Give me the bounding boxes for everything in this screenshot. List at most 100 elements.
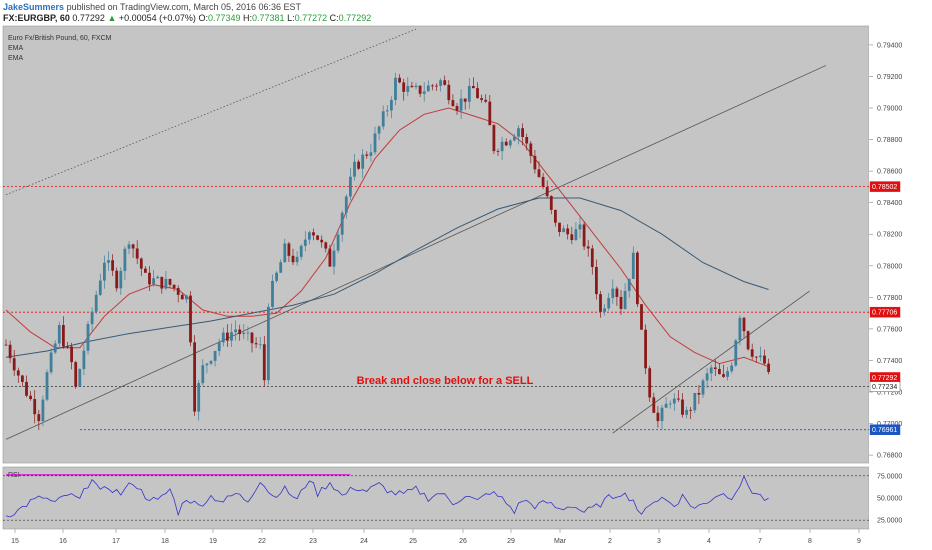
candle-body: [435, 85, 438, 87]
candle-body: [57, 325, 61, 344]
candle-body: [525, 136, 529, 144]
candle-body: [189, 295, 192, 343]
candle-body: [426, 85, 430, 92]
candle-body: [271, 280, 274, 307]
candle-body: [164, 278, 168, 289]
time-tick-label: 22: [258, 538, 266, 545]
candle-body: [422, 91, 426, 94]
candle-body: [197, 383, 201, 412]
candle-body: [467, 86, 471, 102]
candle-body: [4, 344, 8, 346]
candle-body: [537, 169, 541, 177]
candle-body: [70, 346, 73, 363]
candle-body: [226, 332, 229, 341]
candle-body: [160, 276, 164, 289]
candle-body: [328, 248, 332, 267]
price-tick-label: 0.76800: [877, 453, 902, 460]
candle-body: [381, 111, 385, 127]
sell-annotation[interactable]: Break and close below for a SELL: [357, 375, 534, 387]
time-tick-label: Mar: [554, 538, 567, 545]
candle-body: [677, 398, 680, 400]
time-tick-label: 17: [112, 538, 120, 545]
candle-body: [62, 325, 65, 347]
candle-body: [316, 235, 319, 240]
price-tick-label: 0.78600: [877, 169, 902, 176]
price-axis-ticks: 0.79400 0.79200 0.79000 0.78800 0.78600 0.784…: [869, 42, 902, 460]
time-axis[interactable]: [3, 531, 929, 548]
candle-body: [406, 85, 410, 92]
candle-body: [726, 371, 729, 377]
candle-body: [521, 128, 524, 137]
publish-line: JakeSummers published on TradingView.com…: [3, 2, 929, 13]
candle-body: [139, 258, 143, 269]
rsi-pane[interactable]: [2, 466, 870, 530]
candle-body: [734, 340, 738, 366]
candle-body: [664, 403, 668, 408]
candle-body: [513, 136, 516, 141]
horizontal-levels: [3, 186, 869, 431]
candle-body: [152, 278, 155, 285]
symbol-name: FX:EURGBP, 60: [3, 13, 70, 23]
candle-body: [127, 244, 131, 249]
candle-body: [21, 375, 24, 382]
last-price: 0.77292: [72, 13, 105, 23]
rsi-tick-label: 50.0000: [877, 496, 902, 503]
price-tick-label: 0.78000: [877, 263, 902, 270]
candle-body: [570, 234, 574, 241]
candle-body: [668, 403, 672, 405]
candle-body: [172, 284, 176, 289]
candle-body: [168, 278, 172, 285]
candle-body: [312, 232, 315, 236]
price-pane[interactable]: [2, 25, 870, 464]
candle-body: [344, 196, 348, 213]
candle-body: [574, 229, 578, 241]
trendlines[interactable]: [5, 28, 827, 440]
time-tick-label: 2: [608, 538, 612, 545]
price-label-box: [869, 306, 901, 318]
candle-body: [267, 306, 270, 381]
candle-body: [107, 260, 110, 263]
candle-body: [672, 398, 676, 404]
candle-body: [324, 242, 328, 249]
price-axis[interactable]: [869, 26, 929, 463]
author-link[interactable]: JakeSummers: [3, 2, 65, 12]
candle-body: [578, 224, 582, 230]
candle-body: [697, 392, 701, 395]
rsi-tick-label: 25.0000: [877, 518, 902, 525]
candle-body: [242, 332, 246, 335]
candle-body: [754, 356, 758, 358]
candle-body: [98, 280, 102, 295]
open-value: 0.77349: [207, 13, 241, 23]
price-tick-label: 0.78800: [877, 137, 902, 144]
price-label-text: 0.78502: [872, 184, 897, 191]
candle-body: [455, 106, 459, 111]
trendline-2[interactable]: [5, 28, 417, 196]
time-tick-label: 18: [161, 538, 169, 545]
candle-body: [631, 252, 635, 279]
price-change: +0.00054 (+0.07%): [118, 13, 196, 23]
candle-body: [504, 141, 508, 146]
time-tick-label: 16: [59, 538, 67, 545]
candle-body: [94, 294, 98, 312]
trendline-1[interactable]: [5, 65, 827, 440]
candle-body: [131, 244, 135, 249]
candle-body: [103, 262, 106, 281]
candle-body: [554, 209, 557, 223]
candle-body: [209, 360, 213, 364]
candle-body: [640, 304, 643, 330]
price-label-box: [869, 181, 901, 192]
candle-body: [562, 228, 565, 233]
candle-body: [279, 262, 283, 273]
candle-body: [41, 399, 45, 422]
candle-body: [180, 294, 184, 300]
time-tick-label: 7: [758, 538, 762, 545]
legend-ema-2: EMA: [8, 55, 24, 62]
candle-body: [685, 409, 688, 415]
candle-body: [135, 248, 139, 259]
candle-body: [336, 234, 340, 251]
candle-body: [238, 329, 242, 335]
price-label-text: 0.77234: [872, 384, 897, 391]
legend-title: Euro Fx/British Pound, 60, FXCM: [8, 35, 112, 42]
trendline-3[interactable]: [612, 290, 810, 434]
